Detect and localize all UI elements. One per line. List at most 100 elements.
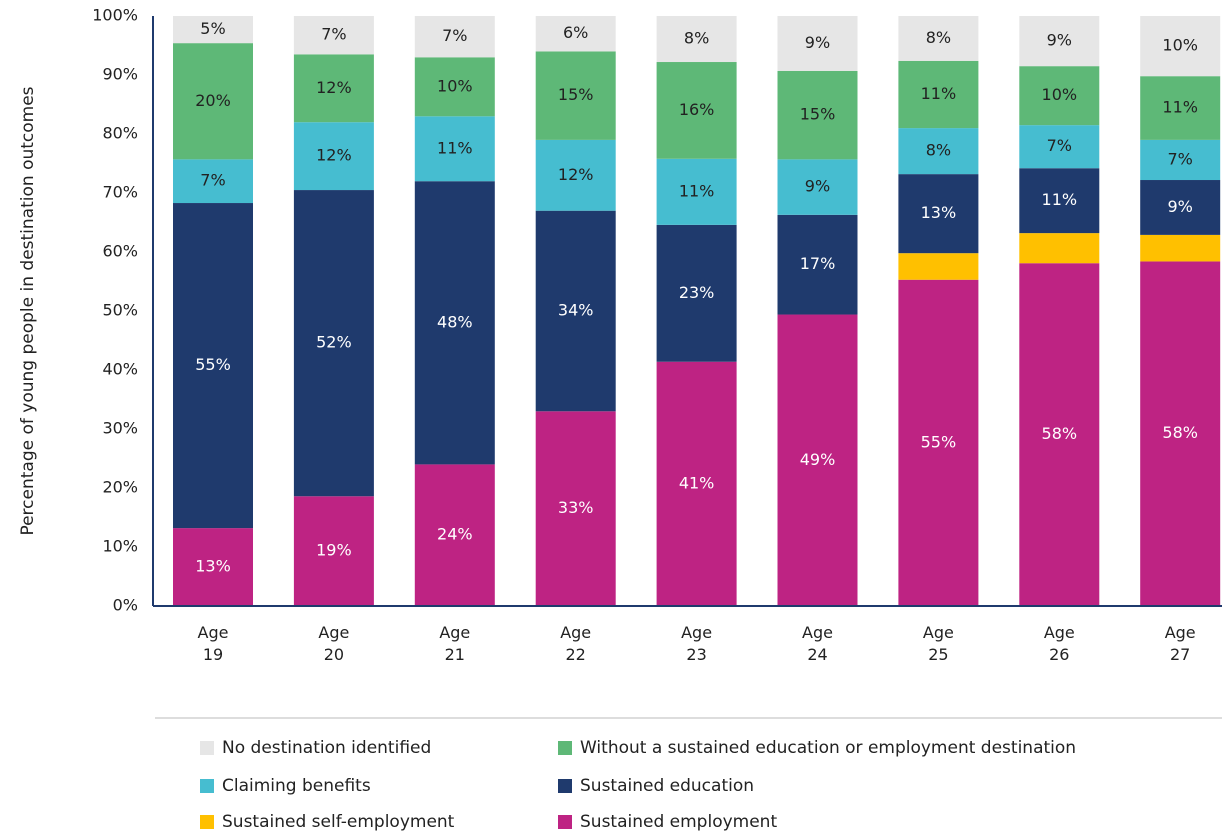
data-label: 9% (1047, 31, 1072, 50)
legend-label: Claiming benefits (222, 776, 371, 796)
data-label: 58% (1162, 423, 1198, 442)
bar-segment (777, 16, 858, 71)
bar-segment (898, 253, 979, 280)
y-tick-label: 70% (102, 183, 138, 202)
bar-segment (173, 203, 253, 529)
data-label: 11% (921, 84, 957, 103)
x-tick-label: Age 27 (1164, 623, 1196, 664)
data-label: 12% (316, 146, 352, 165)
bar-segment (293, 16, 374, 55)
data-label: 33% (558, 498, 594, 517)
data-label: 8% (926, 28, 951, 47)
data-label: 5% (200, 19, 225, 38)
data-label: 49% (800, 450, 836, 469)
bar-segment (656, 158, 737, 225)
bar-segment (656, 16, 737, 63)
x-tick-label: Age 24 (802, 623, 833, 664)
data-label: 10% (1162, 36, 1198, 55)
bar-segment (173, 159, 253, 204)
data-label: 58% (1042, 424, 1078, 443)
data-label: 9% (1168, 197, 1193, 216)
bar-segment (656, 224, 737, 362)
data-label: 12% (558, 165, 594, 184)
y-tick-label: 60% (102, 242, 138, 261)
x-tick-label: Age 26 (1043, 623, 1075, 664)
legend-swatch (200, 815, 214, 829)
data-label: 8% (684, 29, 709, 48)
bar-segment (535, 411, 616, 606)
data-label: 10% (437, 76, 473, 95)
bar-segment (535, 139, 616, 211)
bar-segment (898, 128, 979, 175)
data-label: 55% (195, 355, 231, 374)
legend-label: Without a sustained education or employm… (580, 738, 1076, 758)
data-label: 24% (437, 525, 473, 544)
bar-segment (414, 464, 495, 606)
y-tick-label: 20% (102, 478, 138, 497)
bar-segment (1140, 261, 1221, 606)
bar-segment (293, 54, 374, 123)
bar-segment (898, 279, 979, 606)
bar-segment (293, 122, 374, 191)
legend-swatch (200, 779, 214, 793)
y-tick-label: 90% (102, 65, 138, 84)
y-tick-label: 10% (102, 537, 138, 556)
data-label: 17% (800, 254, 836, 273)
data-label: 15% (558, 85, 594, 104)
data-label: 48% (437, 312, 473, 331)
data-label: 7% (321, 25, 346, 44)
bar-segment (293, 496, 374, 606)
legend-swatch (558, 779, 572, 793)
bar-segment (414, 181, 495, 465)
x-tick-label: Age 20 (318, 623, 350, 664)
legend-label: Sustained education (580, 776, 754, 796)
bar-segment (1140, 16, 1221, 77)
bar-segment (535, 16, 616, 52)
bar-segment (656, 62, 737, 159)
legend-label: No destination identified (222, 738, 431, 758)
bar-segment (1019, 125, 1100, 169)
data-label: 11% (1162, 98, 1198, 117)
x-tick-label: Age 19 (197, 623, 229, 664)
y-tick-label: 0% (113, 596, 138, 615)
bar-segment (173, 43, 253, 160)
bar-segment (173, 528, 253, 606)
bar-segment (898, 174, 979, 254)
data-label: 11% (679, 181, 715, 200)
data-label: 34% (558, 301, 594, 320)
bar-segment (1019, 168, 1100, 234)
data-label: 7% (1168, 149, 1193, 168)
y-tick-label: 100% (92, 6, 138, 25)
y-tick-label: 30% (102, 419, 138, 438)
bar-segment (777, 214, 858, 315)
legend-label: Sustained self-employment (222, 812, 455, 832)
data-label: 19% (316, 541, 352, 560)
legend-swatch (558, 741, 572, 755)
data-label: 41% (679, 473, 715, 492)
bar-segment (1140, 234, 1221, 262)
y-axis-label: Percentage of young people in destinatio… (18, 86, 38, 535)
bar-segment (535, 51, 616, 140)
bar-segment (414, 116, 495, 182)
data-label: 10% (1042, 85, 1078, 104)
data-label: 12% (316, 78, 352, 97)
x-tick-label: Age 25 (922, 623, 954, 664)
x-tick-label: Age 21 (439, 623, 471, 664)
bar-segment (1019, 16, 1100, 67)
x-tick-label: Age 23 (681, 623, 713, 664)
data-label: 16% (679, 100, 715, 119)
data-label: 13% (195, 557, 231, 576)
legend-label: Sustained employment (580, 812, 777, 832)
bar-segment (414, 57, 495, 117)
data-label: 52% (316, 333, 352, 352)
bar-segment (1019, 233, 1100, 264)
data-label: 23% (679, 283, 715, 302)
data-label: 20% (195, 91, 231, 110)
bar-segment (1019, 66, 1100, 126)
data-label: 55% (921, 432, 957, 451)
data-label: 15% (800, 105, 836, 124)
bar-segment (898, 16, 979, 61)
bar-segment (535, 210, 616, 412)
